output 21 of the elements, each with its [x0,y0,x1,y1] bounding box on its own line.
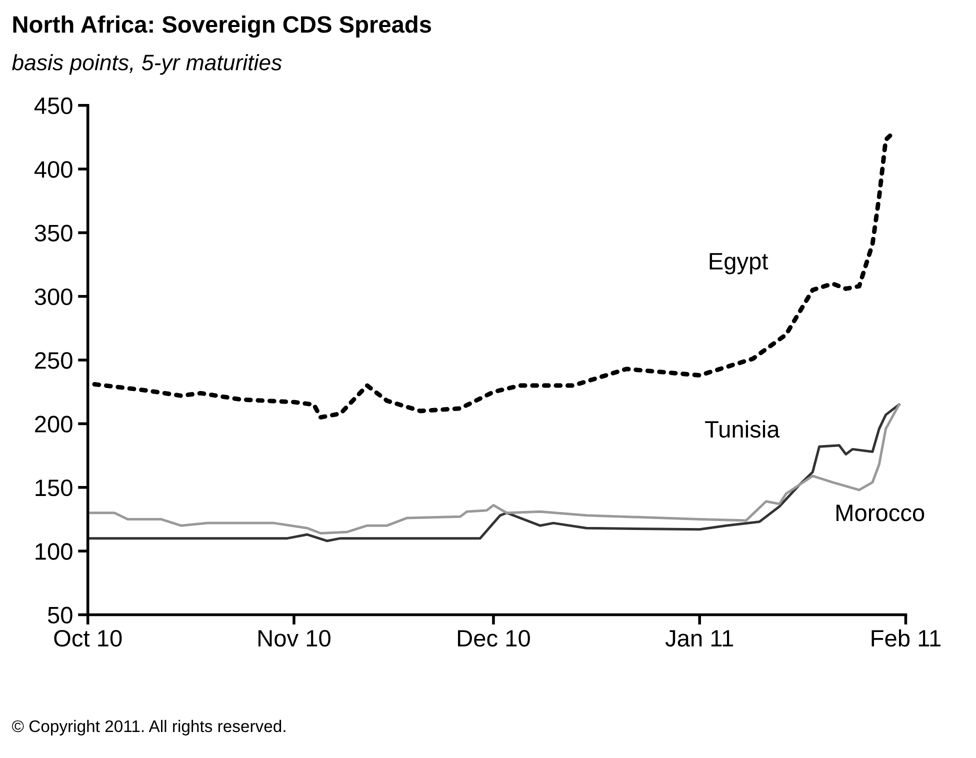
series-label: Morocco [836,504,924,522]
line-series [92,131,895,420]
chart-title: North Africa: Sovereign CDS Spreads [13,15,432,38]
y-tick-label: 150 [36,479,72,496]
y-tick-label: 300 [34,288,72,306]
chart-subtitle: basis points, 5-yr maturities [12,54,282,75]
y-tick-label: 250 [35,352,72,369]
x-tick-label: Oct 10 [54,630,122,647]
y-tick-label: 450 [34,97,72,114]
y-tick-label: 100 [36,543,72,560]
y-tick-label: 50 [48,606,72,624]
x-tick-label: Nov 10 [258,630,330,647]
x-tick-label: Feb 11 [872,629,940,647]
series-label: Egypt [710,253,768,274]
series-label: Tunisia [705,420,780,438]
y-tick-label: 400 [34,161,72,178]
y-tick-label: 200 [35,416,72,433]
y-tick-label: 350 [34,224,72,242]
x-tick-label: Jan 11 [665,630,734,647]
text: © Copyright 2011. All rights reserved. [12,720,286,736]
x-tick-label: Dec 10 [458,630,530,647]
